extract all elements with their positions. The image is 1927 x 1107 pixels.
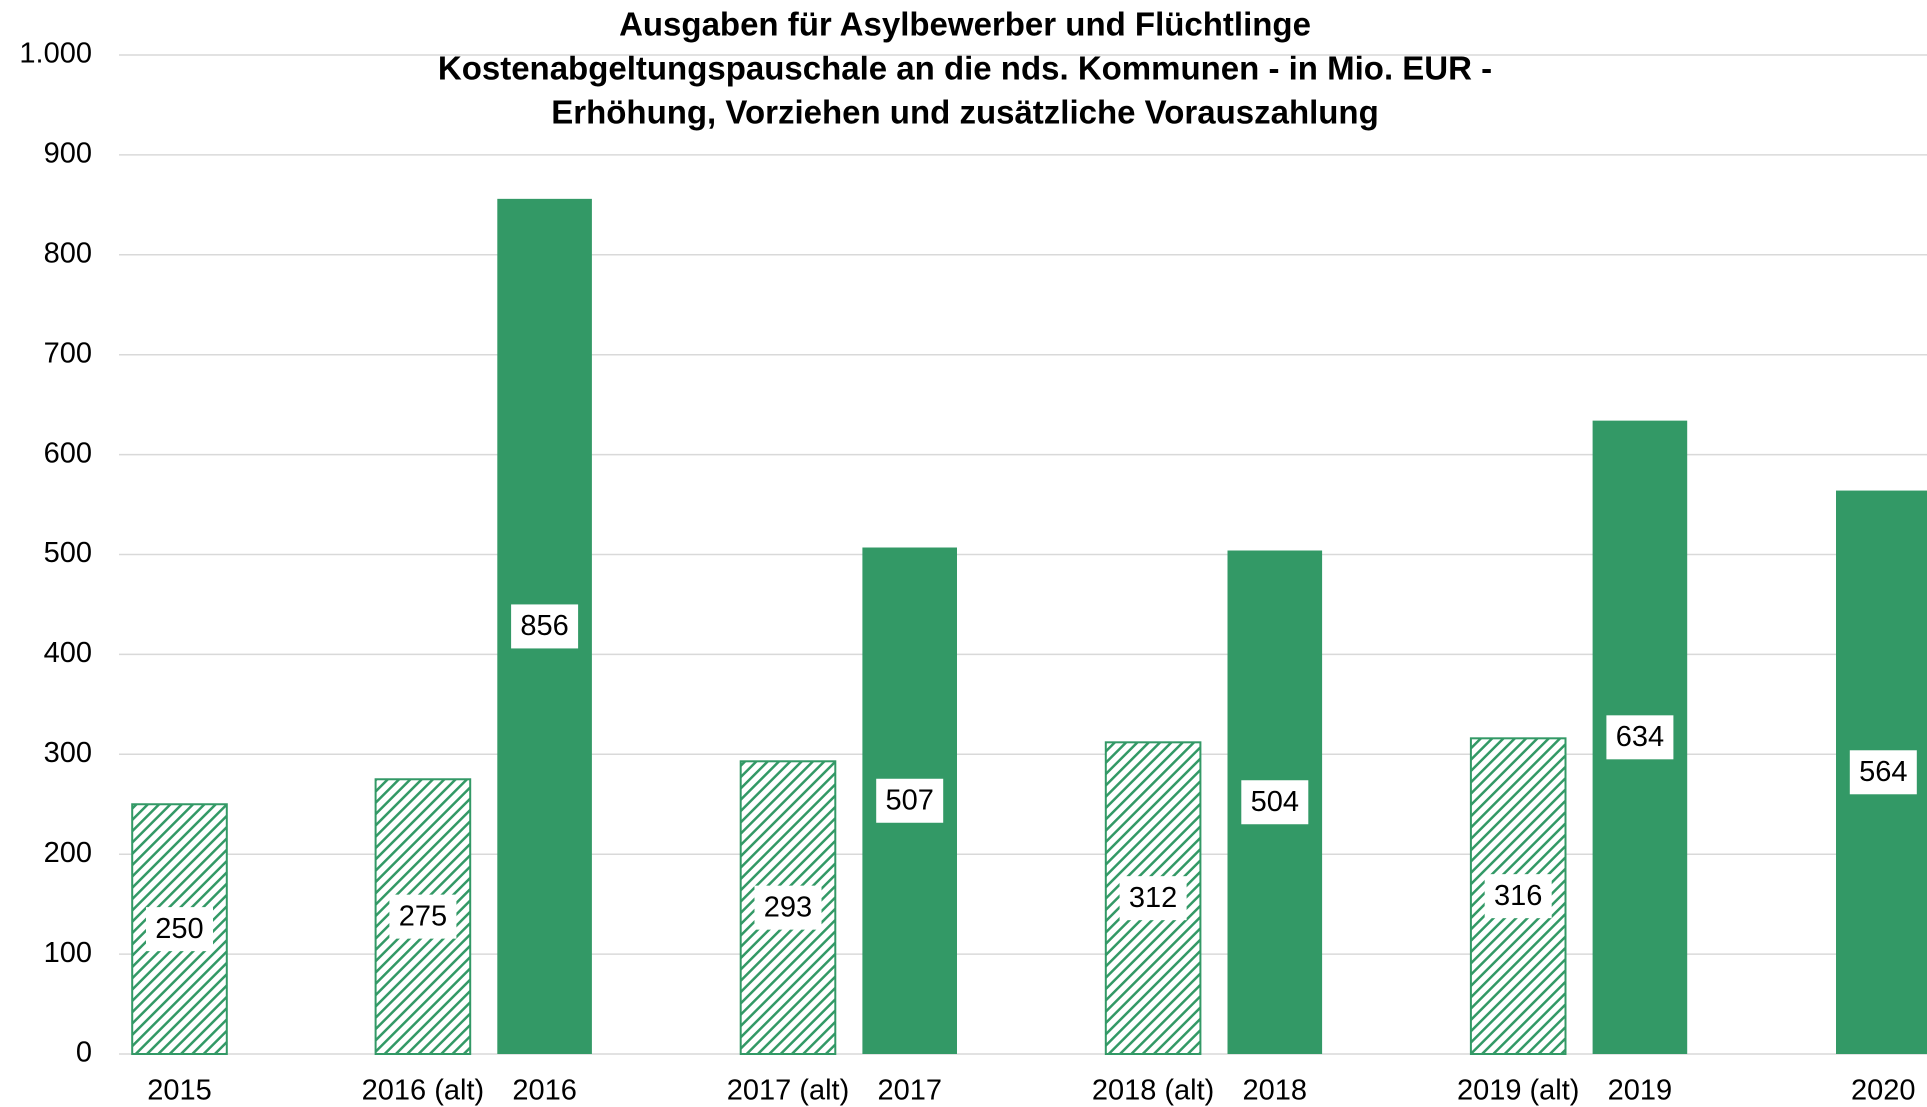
data-label: 564 <box>1859 756 1907 788</box>
data-label: 634 <box>1616 721 1664 753</box>
x-tick-label: 2020 <box>1851 1075 1916 1107</box>
y-tick-label: 700 <box>44 337 92 369</box>
data-label: 293 <box>764 891 812 923</box>
y-tick-label: 300 <box>44 737 92 769</box>
y-tick-label: 400 <box>44 637 92 669</box>
y-tick-label: 200 <box>44 837 92 869</box>
data-label: 507 <box>886 784 934 816</box>
data-label: 275 <box>399 900 447 932</box>
data-label: 312 <box>1129 882 1177 914</box>
data-label-box <box>1484 874 1552 919</box>
data-label-box <box>1849 750 1917 795</box>
x-tick-label: 2017 <box>877 1075 942 1107</box>
y-tick-label: 500 <box>44 537 92 569</box>
data-label-box <box>754 885 822 930</box>
chart-title: Kostenabgeltungspauschale an die nds. Ko… <box>438 50 1492 87</box>
data-label-box <box>1119 876 1187 921</box>
x-tick-label: 2017 (alt) <box>727 1075 850 1107</box>
y-tick-label: 1.000 <box>19 38 92 70</box>
chart-title: Erhöhung, Vorziehen und zusätzliche Vora… <box>551 94 1379 131</box>
data-label: 504 <box>1251 786 1299 818</box>
y-tick-label: 800 <box>44 237 92 269</box>
x-tick-label: 2018 <box>1243 1075 1308 1107</box>
y-tick-label: 600 <box>44 437 92 469</box>
x-tick-label: 2016 (alt) <box>362 1075 485 1107</box>
data-label-box <box>146 907 213 952</box>
data-label-box <box>389 894 457 939</box>
data-label-box <box>876 778 944 823</box>
x-tick-label: 2016 <box>512 1075 577 1107</box>
x-tick-label: 2015 <box>147 1075 212 1107</box>
chart-title: Ausgaben für Asylbewerber und Flüchtling… <box>619 6 1311 43</box>
data-label: 250 <box>155 913 203 945</box>
data-label-box <box>511 604 579 649</box>
y-tick-label: 0 <box>76 1037 92 1069</box>
data-label-box <box>1606 715 1674 760</box>
y-tick-label: 900 <box>44 138 92 170</box>
x-tick-label: 2019 (alt) <box>1457 1075 1580 1107</box>
x-tick-label: 2019 <box>1608 1075 1673 1107</box>
data-label: 856 <box>520 610 568 642</box>
x-tick-label: 2018 (alt) <box>1092 1075 1215 1107</box>
y-tick-label: 100 <box>44 937 92 969</box>
data-label: 316 <box>1494 880 1542 912</box>
data-label-box <box>1241 780 1309 825</box>
